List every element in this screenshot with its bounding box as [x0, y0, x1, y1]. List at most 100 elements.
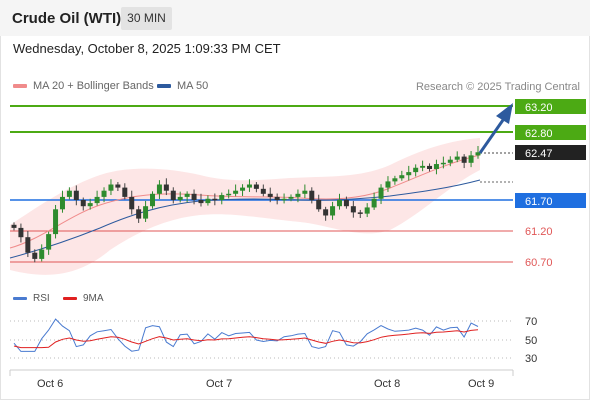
ma9-swatch — [63, 297, 77, 300]
candle-body — [66, 190, 72, 197]
legend-ma50: MA 50 — [157, 80, 208, 92]
legend-ma20: MA 20 + Bollinger Bands — [13, 80, 154, 92]
candle-body — [260, 188, 266, 194]
candle-body — [87, 203, 93, 207]
candle-body — [73, 190, 79, 200]
level-label-62.47: 62.47 — [525, 148, 553, 160]
timeframe-button[interactable]: 30 MIN — [121, 7, 172, 30]
forecast-arrow-head — [496, 103, 513, 124]
rsi-label: RSI — [33, 293, 50, 304]
level-label-60.70: 60.70 — [525, 257, 553, 269]
candle-body — [198, 200, 204, 204]
candle-body — [129, 196, 135, 210]
ma9-label: 9MA — [83, 293, 104, 304]
candle-body — [253, 184, 259, 189]
candle-body — [32, 252, 38, 259]
candle-body — [433, 164, 439, 169]
candle-body — [163, 184, 169, 191]
candle-body — [156, 184, 162, 194]
candle-body — [468, 155, 474, 163]
rsi-tick-30: 30 — [525, 353, 537, 365]
rsi-swatch — [13, 297, 27, 300]
candle-body — [323, 209, 329, 216]
candle-body — [80, 200, 86, 207]
candle-body — [413, 167, 419, 173]
candle-body — [219, 195, 225, 200]
candle-body — [309, 190, 315, 200]
level-badge-63.20 — [515, 99, 586, 114]
candle-body — [25, 237, 31, 253]
x-label-oct9: Oct 9 — [468, 378, 494, 390]
ma50-swatch — [157, 84, 171, 88]
level-label-61.20: 61.20 — [525, 226, 553, 238]
candles-group — [11, 146, 481, 263]
rsi-tick-50: 50 — [525, 335, 537, 347]
copyright-text: Research © 2025 Trading Central — [415, 81, 580, 93]
rsi-9ma-line — [13, 329, 479, 349]
bollinger-band — [10, 138, 480, 275]
candle-body — [399, 175, 405, 179]
candle-body — [420, 165, 426, 168]
candle-body — [392, 178, 398, 182]
candle-body — [59, 196, 65, 210]
candle-body — [108, 184, 114, 191]
candle-body — [427, 165, 433, 169]
level-badge-62.47 — [515, 145, 586, 160]
candle-body — [350, 206, 356, 213]
candle-body — [18, 227, 24, 238]
ma20-label: MA 20 + Bollinger Bands — [33, 80, 154, 92]
candle-body — [39, 249, 45, 259]
candle-body — [122, 187, 128, 197]
legend-rsi: RSI — [13, 293, 50, 304]
level-label-63.20: 63.20 — [525, 102, 553, 114]
candle-body — [295, 193, 301, 197]
legend-9ma: 9MA — [63, 293, 104, 304]
rsi-line — [13, 318, 479, 352]
candle-body — [233, 190, 239, 194]
candle-body — [46, 234, 52, 250]
candle-body — [406, 172, 412, 176]
candle-body — [143, 206, 149, 219]
candle-body — [184, 193, 190, 197]
candle-body — [115, 184, 121, 188]
candle-body — [53, 209, 59, 235]
candle-body — [316, 200, 322, 210]
instrument-title: Crude Oil (WTI) — [12, 10, 122, 27]
candle-body — [136, 209, 142, 219]
candle-body — [288, 196, 294, 199]
x-label-oct7: Oct 7 — [206, 378, 232, 390]
x-label-oct6: Oct 6 — [37, 378, 63, 390]
candle-body — [94, 196, 100, 204]
candle-body — [177, 196, 183, 200]
rsi-tick-70: 70 — [525, 316, 537, 328]
candle-body — [343, 200, 349, 207]
candle-body — [191, 193, 197, 200]
level-label-61.70: 61.70 — [525, 196, 553, 208]
candle-body — [336, 200, 342, 207]
candle-body — [302, 190, 308, 194]
candle-body — [454, 156, 460, 160]
candle-body — [170, 190, 176, 200]
candle-body — [246, 184, 252, 188]
level-label-62.80: 62.80 — [525, 128, 553, 140]
candle-body — [378, 187, 384, 199]
level-badge-61.70 — [515, 193, 586, 208]
candle-body — [447, 159, 453, 163]
ma20-line — [9, 154, 481, 249]
candle-body — [274, 196, 280, 200]
candle-body — [101, 190, 107, 197]
candle-body — [226, 193, 232, 196]
candle-body — [11, 224, 17, 228]
candle-body — [212, 198, 218, 201]
timestamp: Wednesday, October 8, 2025 1:09:33 PM CE… — [13, 41, 281, 56]
candle-body — [440, 162, 446, 165]
candle-body — [475, 152, 481, 156]
candle-body — [205, 198, 211, 204]
candle-body — [281, 198, 287, 201]
x-label-oct8: Oct 8 — [374, 378, 400, 390]
candle-body — [364, 207, 370, 214]
candle-body — [150, 193, 156, 207]
ma50-line — [9, 179, 481, 259]
forecast-arrow-shaft — [478, 119, 505, 154]
candle-body — [371, 198, 377, 208]
